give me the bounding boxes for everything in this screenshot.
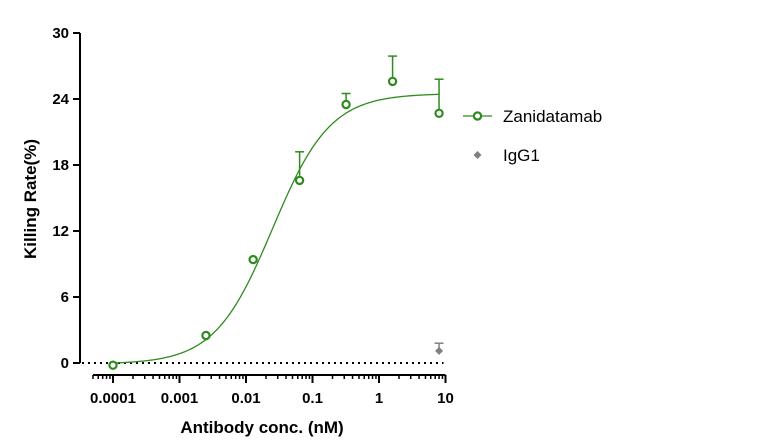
- y-tick-label: 0: [61, 355, 69, 372]
- legend: Zanidatamab IgG1: [463, 107, 602, 165]
- data-point: [387, 76, 398, 87]
- data-point: [294, 175, 305, 186]
- x-tick-label: 0.01: [231, 390, 260, 407]
- x-tick-label: 0.1: [302, 390, 323, 407]
- y-tick-label: 12: [52, 223, 69, 240]
- legend-marker: [473, 151, 482, 159]
- data-point: [435, 346, 444, 355]
- legend-entry: IgG1: [473, 146, 540, 165]
- x-tick-label: 1: [375, 390, 383, 407]
- legend-entry: Zanidatamab: [463, 107, 602, 126]
- y-axis-title: Killing Rate(%): [21, 139, 40, 259]
- data-point: [341, 99, 351, 110]
- data-point: [108, 360, 118, 370]
- y-tick-label: 24: [52, 91, 69, 108]
- data-point: [201, 330, 211, 341]
- legend-label: Zanidatamab: [503, 107, 602, 126]
- data-point: [434, 108, 444, 119]
- fit-curves: [112, 93, 440, 364]
- y-tick-label: 30: [52, 25, 69, 42]
- fit-curve-zanidatamab: [112, 93, 440, 364]
- data-point: [248, 254, 258, 265]
- data-marks: [108, 55, 444, 370]
- legend-marker: [472, 111, 483, 121]
- legend-label: IgG1: [503, 146, 540, 165]
- x-tick-label: 0.0001: [90, 390, 136, 407]
- axes: 0 6 12 18 24 30 0.0001 0.001 0.01 0.1 1 10: [52, 25, 454, 407]
- x-tick-label: 0.001: [161, 390, 199, 407]
- x-tick-label: 10: [437, 390, 454, 407]
- y-tick-label: 6: [61, 289, 69, 306]
- y-tick-label: 18: [52, 157, 69, 174]
- x-axis-title: Antibody conc. (nM): [180, 418, 343, 437]
